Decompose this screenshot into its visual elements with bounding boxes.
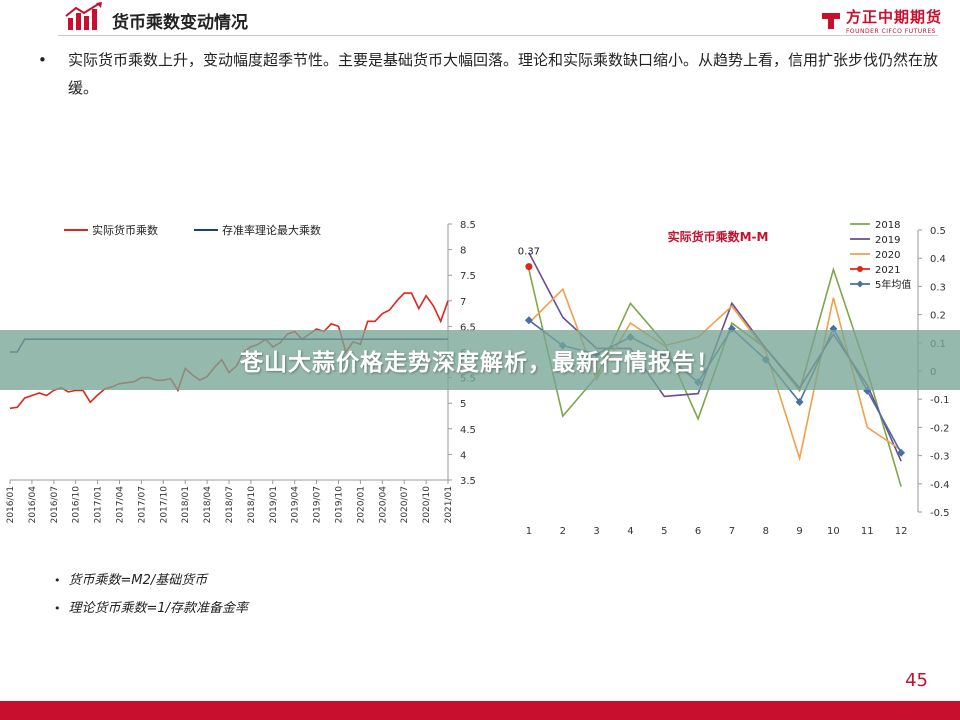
legend-marker (856, 280, 864, 288)
footer-bar (0, 701, 960, 720)
x-tick-label: 2017/07 (137, 486, 147, 523)
footnote-text: 货币乘数=M2/基础货币 (68, 573, 208, 588)
x-tick-label: 2020/07 (400, 486, 410, 523)
x-tick-label: 2018/04 (203, 486, 213, 524)
x-tick-label: 2 (560, 526, 566, 537)
x-tick-label: 5 (661, 526, 667, 537)
slide-header: 货币乘数变动情况 方正中期期货 FOUNDER CIFCO FUTURES (0, 0, 960, 38)
y-tick-label: -0.5 (930, 508, 950, 519)
legend-label: 存准率理论最大乘数 (222, 223, 321, 237)
brand-name: 方正中期期货 (845, 8, 942, 26)
x-tick-label: 8 (763, 526, 769, 537)
brand-name-en: FOUNDER CIFCO FUTURES (845, 28, 936, 35)
y-tick-label: -0.2 (930, 423, 950, 434)
x-tick-label: 10 (827, 526, 840, 537)
data-label: 0.37 (518, 247, 540, 258)
legend-label: 2020 (875, 250, 900, 261)
x-tick-label: 2016/04 (28, 486, 38, 524)
y-tick-label: -0.3 (930, 452, 950, 463)
data-point-2021 (525, 263, 533, 271)
x-tick-label: 12 (895, 526, 908, 537)
x-tick-label: 1 (526, 526, 532, 537)
header-divider (58, 35, 938, 36)
footnote-item: • 货币乘数=M2/基础货币 (54, 570, 248, 598)
y-tick-label: 0.5 (930, 226, 946, 237)
y-tick-label: 0.4 (930, 254, 946, 265)
bullet-icon: • (54, 574, 61, 587)
x-tick-label: 2016/01 (6, 486, 16, 523)
y-tick-label: 7.5 (460, 271, 476, 282)
y-tick-label: 6.5 (460, 322, 476, 333)
overlay-banner[interactable]: 苍山大蒜价格走势深度解析，最新行情报告！ (0, 330, 960, 390)
x-tick-label: 2020/04 (378, 486, 388, 524)
brand-emblem-icon (821, 12, 840, 29)
y-tick-label: -0.4 (930, 480, 950, 491)
data-point-5年均值 (897, 448, 906, 457)
footnote-text: 理论货币乘数=1/存款准备金率 (68, 601, 249, 616)
y-tick-label: 8 (460, 246, 466, 257)
main-bullet-text: 实际货币乘数上升，变动幅度超季节性。主要是基础货币大幅回落。理论和实际乘数缺口缩… (68, 51, 939, 97)
x-tick-label: 2019/04 (291, 486, 301, 524)
legend-label: 2018 (875, 220, 900, 231)
x-tick-label: 2019/01 (269, 486, 279, 523)
main-bullet: • 实际货币乘数上升，变动幅度超季节性。主要是基础货币大幅回落。理论和实际乘数缺… (38, 46, 938, 102)
y-tick-label: 0.3 (930, 282, 946, 293)
bullet-icon: • (38, 51, 47, 69)
x-tick-label: 2020/01 (356, 486, 366, 523)
y-tick-label: 0.2 (930, 311, 946, 322)
x-tick-label: 2016/07 (50, 486, 60, 523)
legend-label: 2021 (875, 265, 900, 276)
x-tick-label: 7 (729, 526, 735, 537)
trend-logo-icon (65, 2, 102, 30)
x-tick-label: 2017/10 (159, 486, 169, 524)
legend-label: 5年均值 (875, 278, 911, 291)
x-tick-label: 6 (695, 526, 701, 537)
page-number: 45 (905, 670, 928, 691)
x-tick-label: 2019/07 (313, 486, 323, 523)
legend-label: 实际货币乘数 (92, 223, 158, 237)
x-tick-label: 2018/01 (181, 486, 191, 523)
legend-label: 2019 (875, 235, 900, 246)
x-tick-label: 11 (861, 526, 874, 537)
x-tick-label: 3 (593, 526, 599, 537)
brand-logo: 方正中期期货 FOUNDER CIFCO FUTURES (820, 6, 942, 35)
y-tick-label: -0.1 (930, 395, 950, 406)
footnotes: • 货币乘数=M2/基础货币 • 理论货币乘数=1/存款准备金率 (54, 570, 248, 626)
x-tick-label: 2020/10 (422, 486, 432, 524)
chart-title: 实际货币乘数M-M (668, 229, 769, 244)
y-tick-label: 4.5 (460, 425, 476, 436)
y-tick-label: 5 (460, 399, 466, 410)
x-tick-label: 2018/07 (225, 486, 235, 523)
slide-title: 货币乘数变动情况 (112, 13, 248, 33)
y-tick-label: 7 (460, 297, 466, 308)
x-tick-label: 2017/01 (94, 486, 104, 523)
x-tick-label: 2019/10 (335, 486, 345, 524)
x-tick-label: 4 (627, 526, 633, 537)
x-tick-label: 2016/10 (72, 486, 82, 524)
y-tick-label: 8.5 (460, 220, 476, 231)
x-tick-label: 2018/10 (247, 486, 257, 524)
footnote-item: • 理论货币乘数=1/存款准备金率 (54, 598, 248, 626)
legend-marker (857, 266, 863, 272)
x-tick-label: 9 (796, 526, 802, 537)
data-point-5年均值 (863, 386, 872, 395)
overlay-banner-text[interactable]: 苍山大蒜价格走势深度解析，最新行情报告！ (240, 350, 720, 376)
data-point-5年均值 (795, 398, 804, 407)
y-tick-label: 3.5 (460, 476, 476, 487)
x-tick-label: 2017/04 (116, 486, 126, 524)
y-tick-label: 4 (460, 450, 466, 461)
x-tick-label: 2021/01 (444, 486, 454, 523)
data-point-5年均值 (524, 316, 533, 325)
bullet-icon: • (54, 602, 61, 615)
